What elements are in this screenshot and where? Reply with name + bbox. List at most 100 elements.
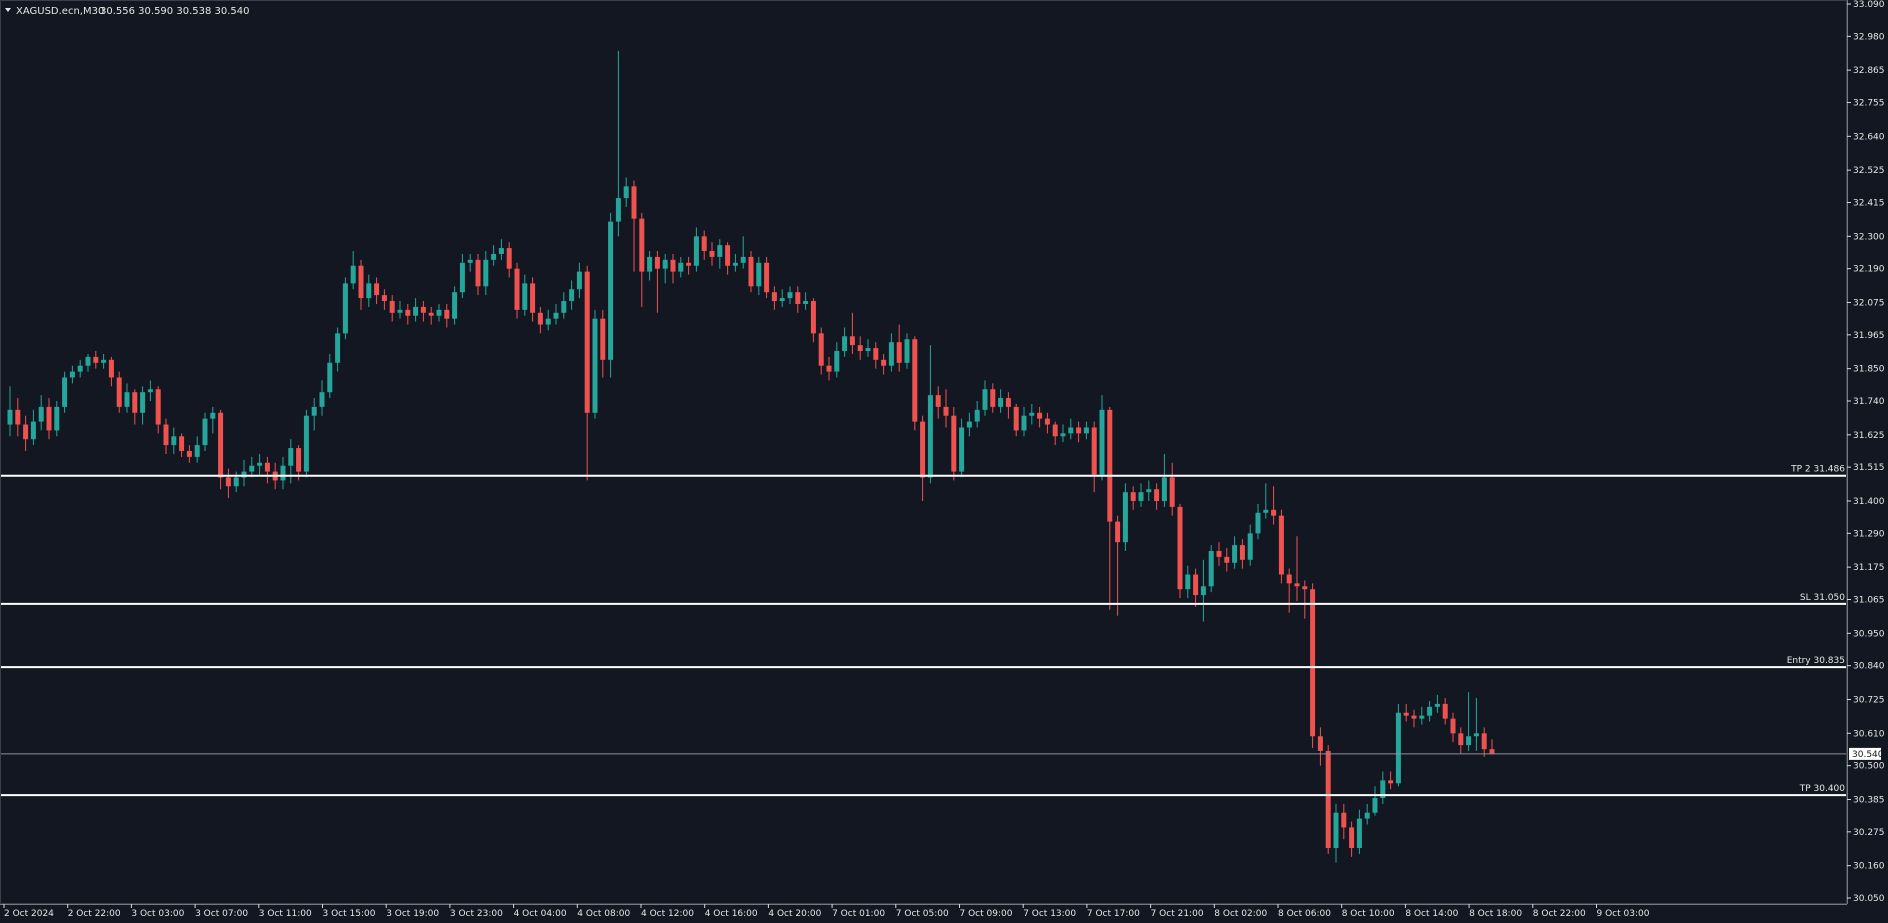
candle-body (147, 389, 153, 393)
candle-body (77, 365, 83, 372)
candle-body (428, 312, 434, 316)
candle-body (374, 283, 380, 296)
candle-body (327, 362, 333, 393)
bear-candle (530, 277, 536, 322)
bear-candle (1278, 509, 1284, 584)
candle-body (974, 409, 980, 422)
candle-body (1161, 477, 1167, 501)
candle-body (140, 392, 146, 413)
candle-body (264, 462, 270, 472)
candle-body (1099, 409, 1105, 475)
candle-body (600, 318, 606, 360)
bear-candle (475, 253, 481, 296)
symbol-title: XAGUSD.ecn,M30 (16, 6, 104, 17)
bull-candle (1122, 483, 1128, 551)
bear-candle (420, 301, 426, 322)
price-tick-label: 32.075 (1853, 298, 1885, 308)
candle-body (1169, 477, 1175, 507)
time-tick-label: 4 Oct 04:00 (514, 909, 567, 919)
bull-candle (202, 412, 208, 451)
price-tick-label: 32.640 (1853, 132, 1885, 142)
candle-body (249, 465, 255, 472)
candle-body (1310, 589, 1316, 737)
bear-candle (264, 456, 270, 484)
bull-candle (522, 274, 528, 316)
candle-body (1083, 427, 1089, 434)
bear-candle (1013, 403, 1019, 437)
bull-candle (865, 339, 871, 357)
chart-frame (0, 0, 1847, 904)
time-tick-label: 4 Oct 16:00 (705, 909, 758, 919)
bull-candle (257, 453, 263, 475)
bear-candle (818, 327, 824, 375)
candle-body (990, 389, 996, 407)
bull-candle (888, 333, 894, 372)
candle-body (1286, 574, 1292, 584)
bear-candle (218, 409, 224, 490)
candle-body (436, 309, 442, 316)
candle-body (725, 245, 731, 266)
bull-candle (553, 303, 559, 325)
bear-candle (1115, 515, 1121, 616)
candle-body (257, 462, 263, 466)
time-tick-label: 3 Oct 11:00 (259, 909, 312, 919)
candle-body (1107, 409, 1113, 522)
bull-candle (1138, 483, 1144, 507)
bull-candle (413, 298, 419, 322)
bull-candle (85, 353, 91, 372)
bull-candle (210, 406, 216, 434)
bull-candle (1247, 524, 1253, 566)
levels-layer: TP 2 31.486 SL 31.050 Entry 30.835 TP 30.40… (0, 465, 1847, 797)
bull-candle (350, 251, 356, 290)
bull-candle (842, 327, 848, 357)
candle-body (1473, 733, 1479, 737)
price-axis[interactable]: 33.090 32.980 32.865 32.755 32.640 32.525 32.4… (1847, 0, 1885, 904)
bear-candle (1130, 486, 1136, 510)
bull-candle (1029, 403, 1035, 425)
candle-body (1013, 406, 1019, 431)
bull-candle (1380, 771, 1386, 804)
candle-body (1419, 715, 1425, 719)
collapse-triangle-icon[interactable] (5, 8, 11, 12)
candle-body (904, 339, 910, 363)
candle-body (342, 283, 348, 334)
candle-body (1052, 424, 1058, 437)
bull-candle (1068, 418, 1074, 440)
candle-body (350, 265, 356, 284)
bull-candle (171, 427, 177, 454)
bear-candle (389, 295, 395, 322)
candle-body (920, 421, 926, 478)
candle-body (483, 259, 489, 287)
candle-body (1138, 492, 1144, 501)
bull-candle (1083, 421, 1089, 440)
candle-body (1068, 427, 1074, 434)
bull-candle (615, 51, 621, 237)
bull-candle (787, 286, 793, 304)
price-tick-label: 31.740 (1853, 397, 1885, 407)
candle-body (717, 245, 723, 257)
candle-body (561, 301, 567, 313)
bear-candle (1302, 580, 1308, 619)
bull-candle (280, 456, 286, 490)
bull-candle (959, 418, 965, 478)
bull-candle (904, 333, 910, 369)
time-tick-label: 3 Oct 15:00 (323, 909, 376, 919)
bear-candle (857, 336, 863, 360)
bear-candle (686, 256, 692, 275)
bull-candle (966, 412, 972, 437)
time-axis[interactable]: 2 Oct 2024 2 Oct 22:00 3 Oct 03:00 3 Oct 07… (3, 904, 1650, 919)
candle-body (155, 389, 161, 425)
candle-body (779, 298, 785, 302)
time-tick-label: 3 Oct 03:00 (131, 909, 184, 919)
bear-candle (639, 212, 645, 307)
candle-body (1489, 749, 1495, 754)
bull-candle (576, 262, 582, 299)
candle-body (1076, 427, 1082, 434)
candle-body (1341, 812, 1347, 828)
bear-candle (1286, 568, 1292, 613)
candle-body (1216, 550, 1222, 557)
bear-candle (725, 242, 731, 275)
